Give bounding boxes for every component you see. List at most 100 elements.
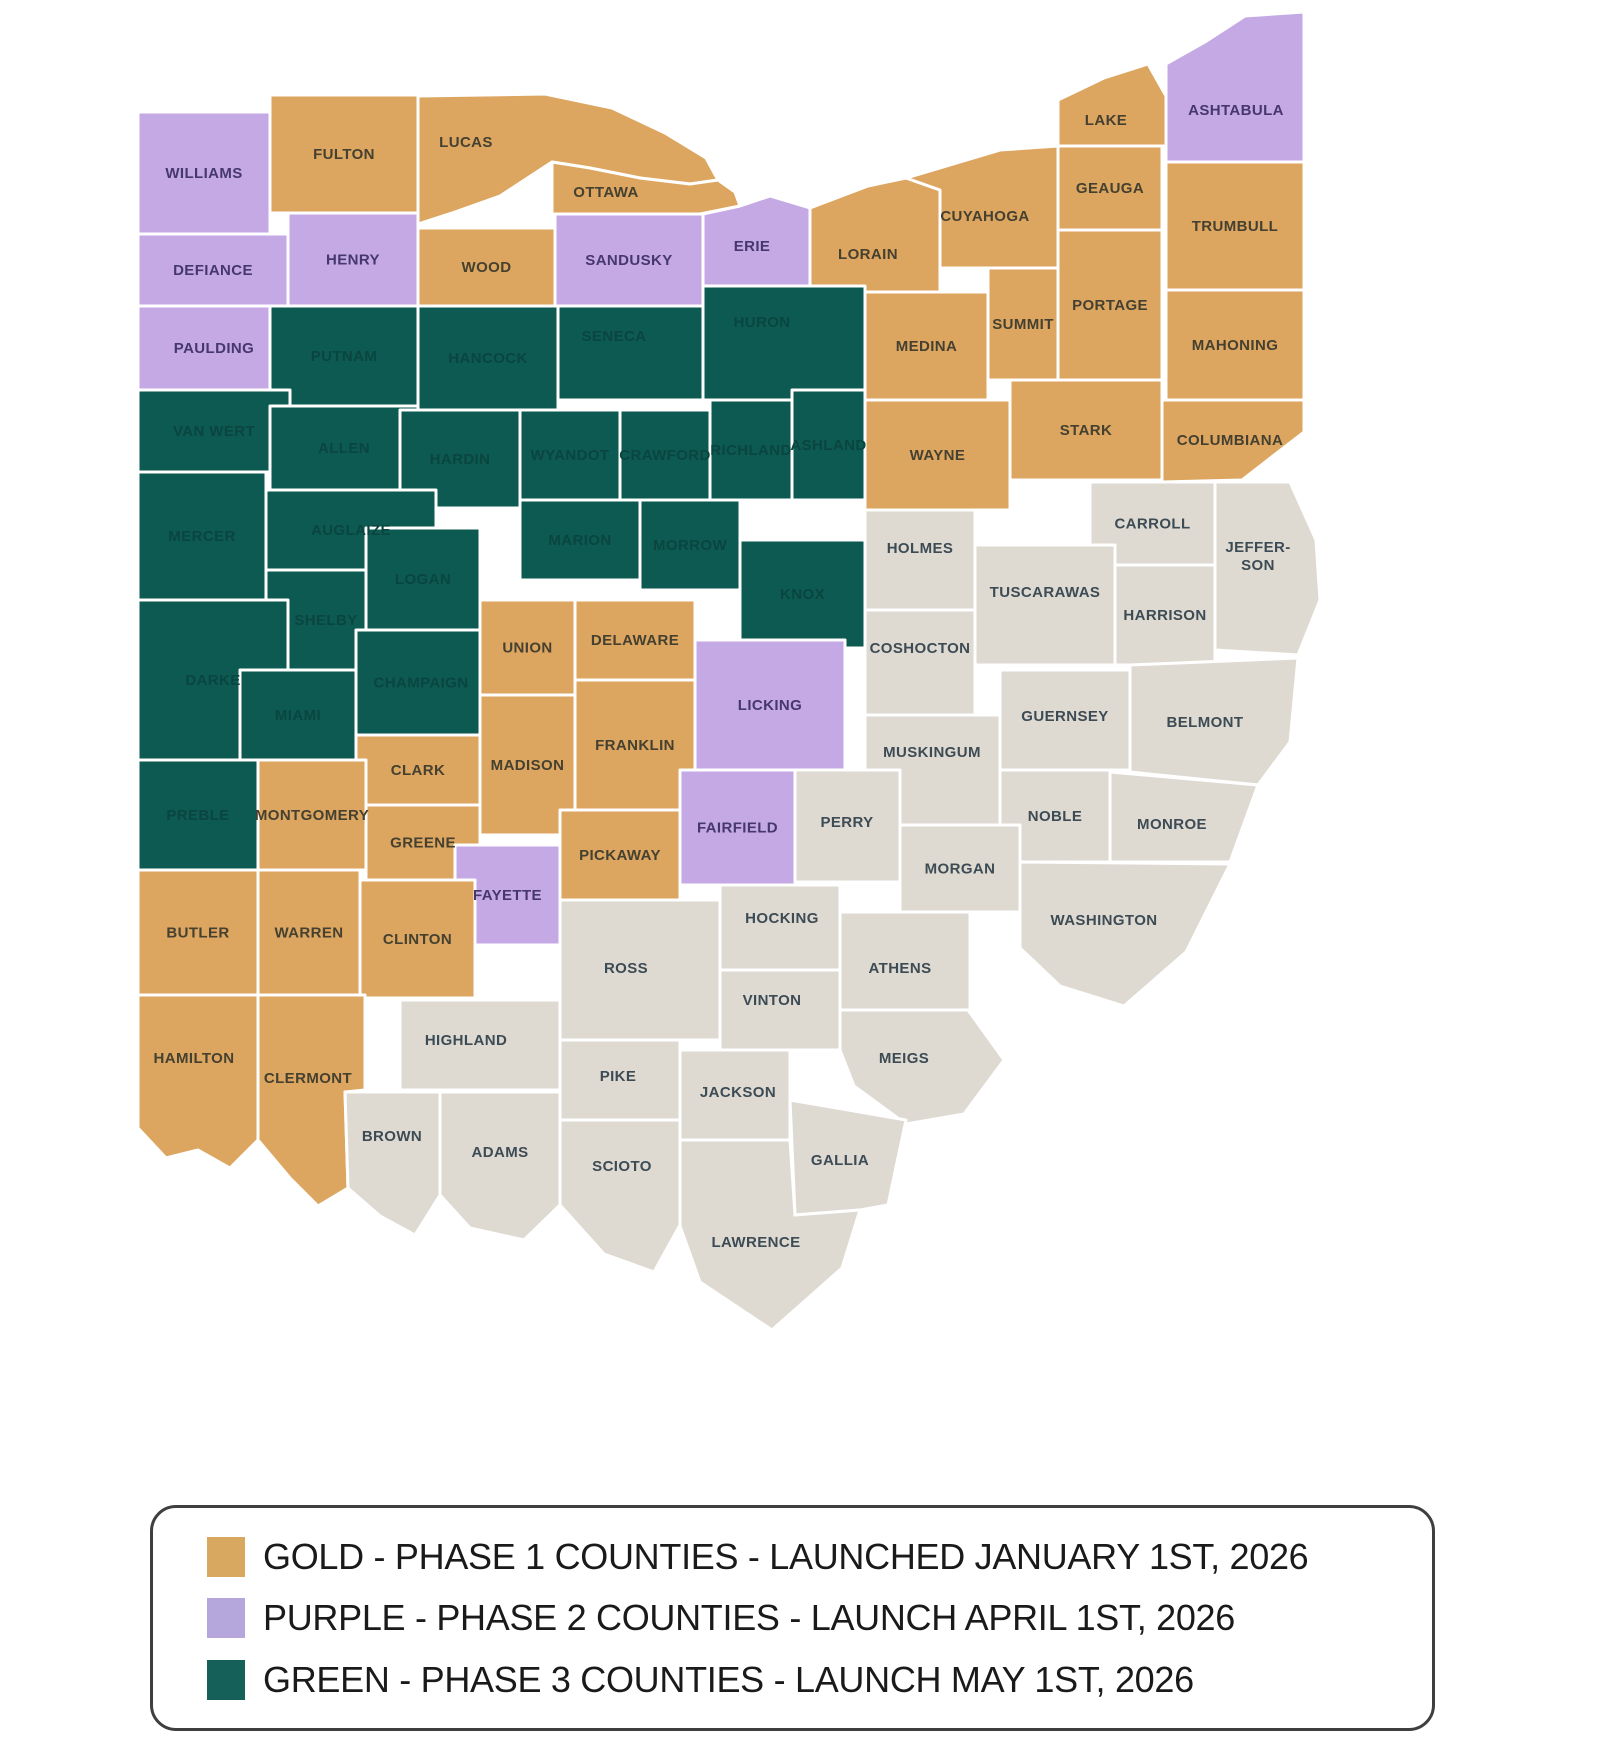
county-label-knox: KNOX	[780, 586, 825, 603]
county-label-coshocton: COSHOCTON	[870, 640, 971, 657]
county-meigs	[838, 1008, 1006, 1126]
county-label-erie: ERIE	[734, 238, 771, 255]
county-label-gallia: GALLIA	[811, 1152, 869, 1169]
county-licking	[693, 638, 847, 772]
county-champaign	[354, 628, 488, 737]
county-label-shelby: SHELBY	[294, 612, 357, 629]
county-label-monroe: MONROE	[1137, 816, 1207, 833]
county-geauga	[1056, 144, 1164, 232]
county-label-ross: ROSS	[604, 960, 648, 977]
county-label-vinton: VINTON	[743, 992, 802, 1009]
county-logan	[364, 526, 482, 632]
county-label-morgan: MORGAN	[925, 861, 996, 878]
legend-row-purple: PURPLE - PHASE 2 COUNTIES - LAUNCH APRIL…	[207, 1597, 1432, 1639]
county-lawrence	[678, 1138, 862, 1332]
county-label-licking: LICKING	[738, 697, 802, 714]
county-label-warren: WARREN	[274, 925, 343, 942]
county-delaware	[573, 598, 697, 682]
county-warren	[256, 868, 362, 997]
county-label-clinton: CLINTON	[383, 931, 452, 948]
county-stark	[1008, 378, 1164, 482]
county-label-tuscarawas: TUSCARAWAS	[990, 584, 1101, 601]
county-label-auglaize: AUGLAIZE	[311, 522, 391, 539]
county-label-madison: MADISON	[491, 757, 565, 774]
county-putnam	[268, 304, 420, 408]
county-morgan	[898, 823, 1022, 914]
county-label-sandusky: SANDUSKY	[585, 252, 672, 269]
county-richland	[708, 398, 794, 502]
county-label-franklin: FRANKLIN	[595, 737, 675, 754]
county-hocking	[718, 883, 842, 972]
county-label-darke: DARKE	[185, 672, 240, 689]
county-label-williams: WILLIAMS	[165, 165, 242, 182]
county-clinton	[358, 878, 477, 1000]
legend-swatch-purple	[207, 1598, 245, 1638]
county-label-montgomery: MONTGOMERY	[255, 807, 369, 824]
county-label-perry: PERRY	[820, 814, 873, 831]
county-label-trumbull: TRUMBULL	[1192, 218, 1279, 235]
county-hancock	[416, 304, 560, 412]
county-label-fairfield: FAIRFIELD	[697, 820, 778, 837]
county-lorain	[808, 176, 942, 294]
county-label-crawford: CRAWFORD	[619, 447, 711, 464]
county-label-ottawa: OTTAWA	[573, 184, 638, 201]
county-van-wert	[136, 388, 292, 474]
county-williams	[136, 110, 272, 236]
county-label-portage: PORTAGE	[1072, 297, 1148, 314]
county-label-defiance: DEFIANCE	[173, 262, 253, 279]
county-label-hocking: HOCKING	[745, 910, 819, 927]
county-butler	[136, 868, 260, 997]
county-label-carroll: CARROLL	[1114, 516, 1190, 533]
county-label-hardin: HARDIN	[430, 451, 491, 468]
county-label-medina: MEDINA	[896, 338, 958, 355]
county-label-logan: LOGAN	[395, 571, 451, 588]
county-label-stark: STARK	[1060, 422, 1113, 439]
county-layer	[136, 10, 1322, 1332]
county-seneca	[556, 304, 705, 402]
county-mahoning	[1164, 288, 1306, 402]
county-label-putnam: PUTNAM	[311, 348, 378, 365]
county-label-scioto: SCIOTO	[592, 1158, 652, 1175]
county-label-belmont: BELMONT	[1167, 714, 1244, 731]
county-label-hancock: HANCOCK	[448, 350, 527, 367]
county-label-butler: BUTLER	[166, 925, 229, 942]
county-label-huron: HURON	[734, 314, 791, 331]
county-label-paulding: PAULDING	[174, 340, 254, 357]
county-label-miami: MIAMI	[275, 707, 321, 724]
county-label-champaign: CHAMPAIGN	[374, 675, 469, 692]
county-label-seneca: SENECA	[582, 328, 647, 345]
county-wayne	[863, 398, 1012, 512]
county-label-allen: ALLEN	[318, 440, 370, 457]
county-label-lucas: LUCAS	[439, 134, 493, 151]
county-paulding	[136, 304, 292, 392]
county-label-harrison: HARRISON	[1123, 607, 1206, 624]
county-label-van-wert: VAN WERT	[173, 423, 255, 440]
county-label-pike: PIKE	[600, 1068, 637, 1085]
county-lake	[1056, 62, 1168, 148]
county-label-geauga: GEAUGA	[1076, 180, 1144, 197]
county-label-wayne: WAYNE	[910, 447, 966, 464]
county-label-morrow: MORROW	[653, 537, 727, 554]
county-label-hamilton: HAMILTON	[154, 1050, 235, 1067]
county-label-columbiana: COLUMBIANA	[1177, 432, 1284, 449]
county-label-muskingum: MUSKINGUM	[883, 744, 981, 761]
county-hamilton	[136, 993, 260, 1170]
county-label-lawrence: LAWRENCE	[711, 1234, 800, 1251]
county-label-cuyahoga: CUYAHOGA	[940, 208, 1029, 225]
county-label-union: UNION	[502, 640, 552, 657]
county-belmont	[1128, 656, 1300, 787]
county-label-mercer: MERCER	[168, 528, 235, 545]
county-label-delaware: DELAWARE	[591, 632, 679, 649]
county-label-fulton: FULTON	[313, 146, 375, 163]
county-crawford	[618, 408, 712, 502]
county-montgomery	[256, 758, 368, 872]
county-allen	[268, 404, 420, 492]
county-label-holmes: HOLMES	[887, 540, 954, 557]
county-harrison	[1113, 563, 1217, 667]
legend-label-purple: PURPLE - PHASE 2 COUNTIES - LAUNCH APRIL…	[263, 1597, 1235, 1638]
county-label-marion: MARION	[548, 532, 611, 549]
county-highland	[398, 998, 562, 1092]
county-label-henry: HENRY	[326, 252, 380, 269]
legend-label-green: GREEN - PHASE 3 COUNTIES - LAUNCH MAY 1S…	[263, 1658, 1194, 1700]
